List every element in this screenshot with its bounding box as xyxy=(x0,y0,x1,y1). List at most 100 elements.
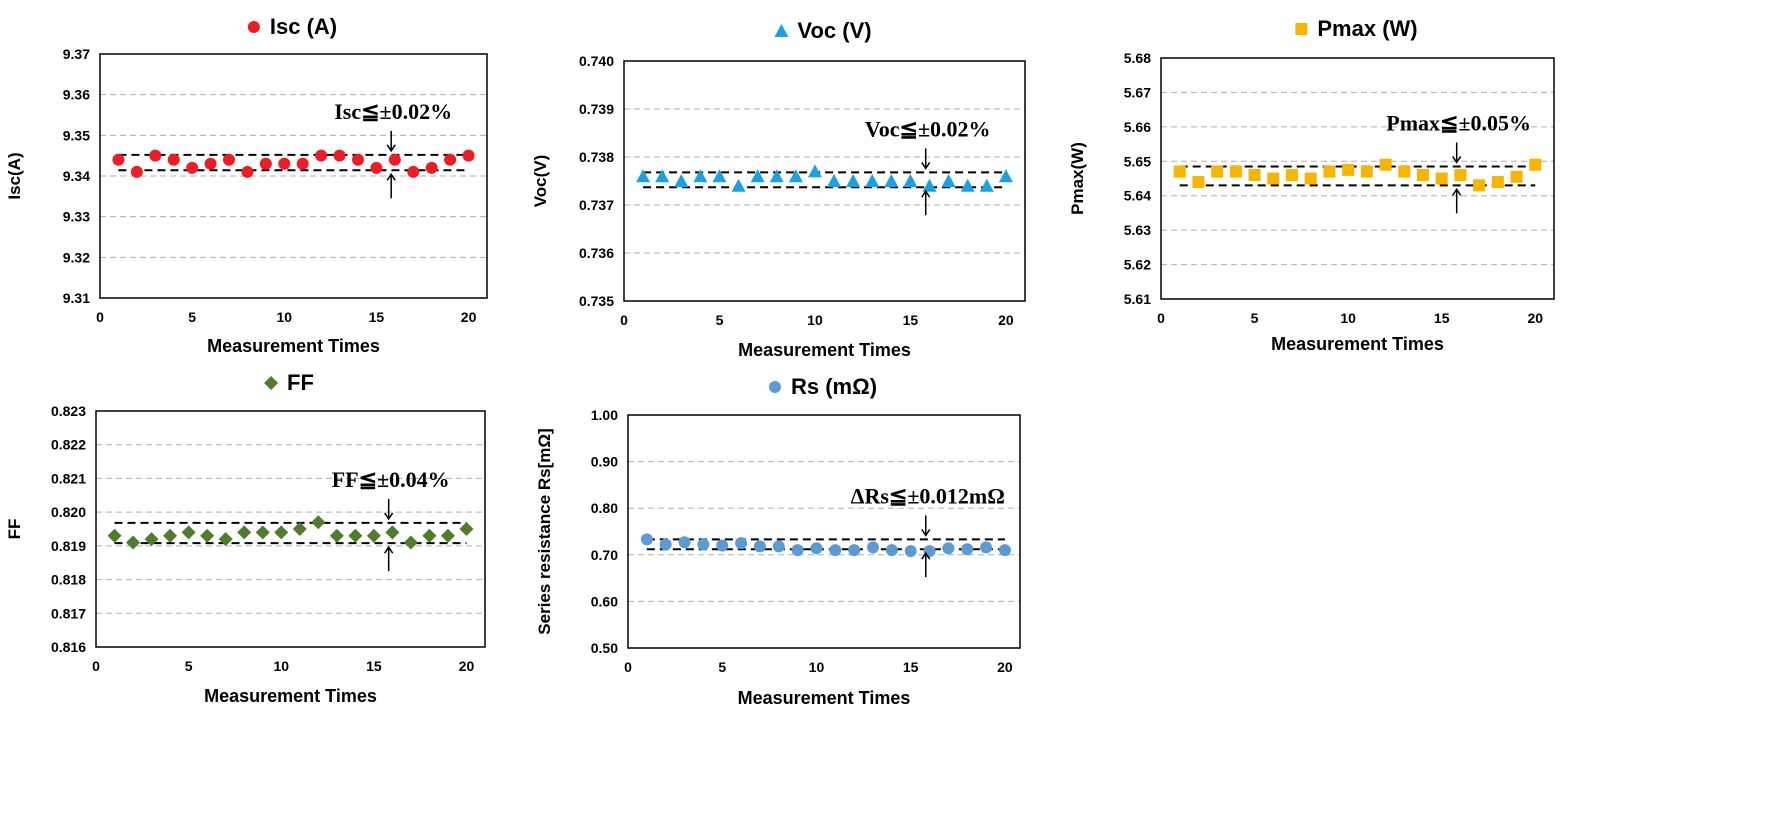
isc-title: Isc (A) xyxy=(270,14,337,39)
pmax-chart: 5.61 5.62 5.63 5.64 5.65 5.66 5.67 5.68 0 5 10 15 20… xyxy=(1068,16,1555,354)
voc-y-axis-label: Voc(V) xyxy=(531,155,550,208)
pmax-arrowhead-up xyxy=(1452,188,1462,196)
rs-x-tick-label: 0 xyxy=(624,659,632,675)
isc-x-tick-label: 15 xyxy=(369,309,385,325)
voc-chart: 0.735 0.736 0.737 0.738 0.739 0.740 0 5 10 15 20 Vo… xyxy=(531,18,1026,360)
pmax-data-point xyxy=(1360,165,1373,178)
rs-x-tick-label: 5 xyxy=(718,659,726,675)
voc-plot-frame xyxy=(623,60,1026,302)
pmax-legend-marker xyxy=(1295,23,1308,35)
voc-annotation: Voc≦±0.02% xyxy=(865,116,991,141)
voc-x-axis-label: Measurement Times xyxy=(738,340,911,360)
pmax-data-point xyxy=(1379,158,1392,171)
voc-legend-marker xyxy=(774,24,789,37)
ff-y-tick-label: 0.820 xyxy=(51,504,86,520)
ff-y-tick-label: 0.822 xyxy=(51,437,86,453)
rs-y-tick-label: 0.80 xyxy=(591,500,618,516)
isc-y-tick-label: 9.34 xyxy=(63,168,90,184)
rs-data-point xyxy=(735,537,748,550)
isc-data-point xyxy=(370,161,383,174)
rs-data-point xyxy=(791,544,804,557)
ff-data-point xyxy=(163,528,178,543)
isc-x-tick-label: 20 xyxy=(461,309,477,325)
pmax-y-tick-label: 5.67 xyxy=(1124,84,1151,100)
rs-data-point xyxy=(678,536,691,549)
ff-y-tick-label: 0.823 xyxy=(51,403,86,419)
ff-arrowhead-up xyxy=(384,545,394,554)
pmax-data-point xyxy=(1454,169,1467,182)
pmax-data-point xyxy=(1173,165,1186,178)
pmax-y-tick-label: 5.65 xyxy=(1124,153,1151,169)
pmax-data-point xyxy=(1248,169,1261,182)
rs-annotation: ΔRs≦±0.012mΩ xyxy=(851,483,1005,508)
ff-annotation: FF≦±0.04% xyxy=(332,467,450,492)
pmax-data-point xyxy=(1491,175,1504,188)
voc-x-tick-label: 20 xyxy=(998,312,1014,328)
ff-legend-marker xyxy=(264,376,279,390)
ff-data-point xyxy=(237,525,252,540)
pmax-y-tick-label: 5.63 xyxy=(1124,222,1151,238)
pmax-data-point xyxy=(1211,165,1224,178)
rs-data-point xyxy=(848,544,861,557)
ff-data-point xyxy=(218,532,233,547)
rs-data-point xyxy=(942,542,955,555)
ff-data-point xyxy=(181,525,196,540)
rs-data-point xyxy=(904,545,917,558)
rs-chart: 0.50 0.60 0.70 0.80 0.90 1.00 0 5 10 15 20 ΔRs≦±0.0… xyxy=(535,374,1021,708)
voc-data-point xyxy=(979,178,994,192)
rs-x-tick-label: 20 xyxy=(997,659,1013,675)
ff-data-point xyxy=(385,525,400,540)
isc-y-tick-label: 9.37 xyxy=(63,46,90,62)
voc-x-tick-label: 0 xyxy=(620,312,628,328)
rs-arrowhead-down xyxy=(921,529,931,537)
ff-y-tick-label: 0.818 xyxy=(51,572,86,588)
isc-y-tick-label: 9.31 xyxy=(63,290,90,306)
voc-data-point xyxy=(846,174,861,187)
ff-data-point xyxy=(422,528,437,543)
rs-y-tick-label: 0.70 xyxy=(591,547,618,563)
pmax-y-tick-label: 5.61 xyxy=(1124,291,1151,307)
isc-data-point xyxy=(167,153,180,166)
voc-data-point xyxy=(769,169,784,183)
isc-data-point xyxy=(425,161,438,174)
rs-y-tick-label: 0.90 xyxy=(591,454,618,470)
isc-data-point xyxy=(204,157,217,170)
pmax-y-axis-label: Pmax(W) xyxy=(1068,142,1087,215)
ff-data-point xyxy=(440,528,455,543)
voc-data-point xyxy=(922,178,937,192)
rs-y-tick-label: 0.50 xyxy=(591,640,618,656)
pmax-data-point xyxy=(1286,169,1298,182)
ff-data-point xyxy=(144,532,159,547)
rs-y-tick-label: 0.60 xyxy=(591,593,618,609)
rs-title: Rs (mΩ) xyxy=(791,374,877,399)
voc-y-tick-label: 0.735 xyxy=(579,293,614,309)
isc-data-point xyxy=(352,153,364,166)
isc-y-tick-label: 9.32 xyxy=(63,249,90,265)
voc-x-tick-label: 15 xyxy=(903,312,919,328)
voc-data-point xyxy=(807,164,822,178)
isc-x-tick-label: 5 xyxy=(188,309,196,325)
isc-y-axis-label: Isc(A) xyxy=(5,152,24,199)
voc-y-tick-label: 0.740 xyxy=(579,53,614,69)
isc-data-point xyxy=(223,153,235,166)
pmax-data-point xyxy=(1510,170,1523,183)
ff-x-tick-label: 0 xyxy=(92,658,100,674)
rs-x-axis-label: Measurement Times xyxy=(738,688,911,708)
rs-legend-marker xyxy=(768,381,781,393)
isc-data-point xyxy=(112,153,125,166)
isc-data-point xyxy=(444,153,457,166)
voc-data-point xyxy=(827,174,842,187)
rs-data-point xyxy=(659,538,672,551)
voc-data-point xyxy=(636,169,651,183)
rs-data-point xyxy=(753,540,766,553)
ff-data-point xyxy=(348,528,363,543)
pmax-x-tick-label: 10 xyxy=(1340,310,1356,326)
ff-y-tick-label: 0.816 xyxy=(51,639,86,655)
pmax-data-point xyxy=(1435,172,1448,185)
ff-y-tick-label: 0.819 xyxy=(51,538,86,554)
ff-data-point xyxy=(329,528,344,543)
isc-data-point xyxy=(462,149,475,162)
rs-data-point xyxy=(716,539,729,552)
voc-data-point xyxy=(960,178,975,192)
ff-title: FF xyxy=(287,370,314,395)
